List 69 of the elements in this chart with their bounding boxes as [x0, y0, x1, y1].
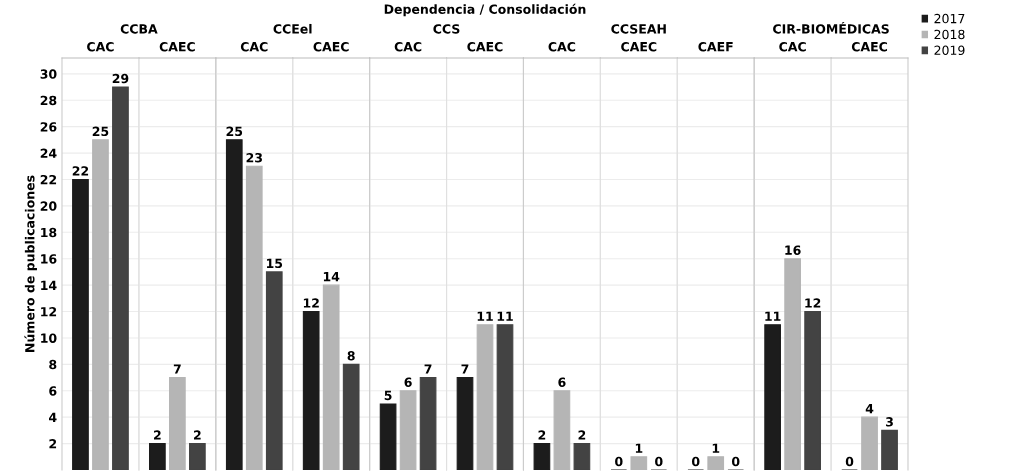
y-tick-label: 6 [49, 386, 57, 396]
data-label: 6 [558, 377, 566, 387]
data-label: 12 [303, 298, 319, 308]
data-label: 1 [712, 443, 720, 453]
chart-title: CCEel [273, 23, 312, 34]
data-label: 25 [226, 126, 243, 137]
y-tick-label: 28 [40, 95, 57, 106]
y-tick-label: 26 [40, 122, 57, 132]
y-tick-label: 4 [49, 412, 57, 422]
y-tick-label: 24 [40, 148, 57, 158]
legend-label: 2019 [934, 45, 965, 55]
data-label: 11 [497, 311, 513, 321]
data-label: 0 [615, 456, 623, 467]
x-tick-label: CAC [240, 41, 268, 52]
chart-title: CCS [433, 24, 460, 34]
x-tick-label: CAEC [621, 41, 657, 52]
data-label: 0 [731, 456, 740, 467]
data-label: 7 [461, 364, 469, 374]
data-label: 0 [655, 456, 663, 467]
legend-label: 2018 [934, 29, 965, 40]
chart-title: CCSEAH [611, 24, 666, 34]
data-label: 15 [266, 258, 283, 269]
data-label: 22 [72, 166, 89, 176]
text: Dependencia / Consolidación [384, 3, 586, 17]
legend-label: 2017 [934, 13, 965, 24]
data-label: 4 [865, 404, 874, 414]
x-tick-label: CAEC [851, 41, 888, 52]
x-tick-label: CAEC [159, 41, 195, 52]
data-label: 23 [246, 153, 262, 163]
data-label: 11 [477, 311, 493, 321]
chart-title: CIR-BIOMÉDICAS [773, 21, 889, 34]
data-label: 25 [92, 126, 109, 137]
data-label: 7 [173, 364, 181, 374]
x-tick-label: CAC [548, 41, 576, 52]
data-label: 0 [845, 456, 854, 467]
x-tick-label: CAEC [313, 41, 349, 52]
y-tick-label: 8 [49, 359, 57, 370]
data-label: 8 [347, 351, 355, 361]
data-label: 14 [323, 272, 340, 282]
x-tick-label: CAC [394, 41, 422, 52]
data-label: 7 [424, 364, 432, 374]
data-label: 29 [112, 73, 129, 84]
y-tick-label: 10 [41, 333, 57, 343]
y-axis-title: Número de publicaciones [24, 175, 37, 352]
chart-title: CCBA [120, 24, 158, 34]
data-label: 2 [194, 430, 201, 440]
data-label: 5 [384, 390, 392, 401]
data-label: 12 [805, 298, 821, 308]
data-label: 0 [691, 456, 700, 467]
x-tick-label: CAEF [698, 41, 733, 52]
data-label: 16 [785, 245, 801, 255]
data-label: 11 [765, 311, 781, 321]
data-label: 1 [635, 443, 643, 453]
data-label: 6 [404, 377, 412, 387]
data-label: 2 [578, 430, 586, 440]
y-tick-label: 12 [41, 307, 57, 317]
y-tick-label: 30 [40, 69, 57, 79]
x-tick-label: CAC [779, 41, 806, 52]
x-tick-label: CAEC [467, 41, 503, 52]
data-label: 2 [538, 430, 546, 440]
y-tick-label: 20 [40, 201, 57, 211]
y-tick-label: 2 [49, 439, 57, 449]
y-tick-label: 14 [41, 280, 57, 290]
y-tick-label: 18 [41, 227, 57, 238]
y-tick-label: 16 [41, 254, 57, 264]
y-tick-label: 22 [40, 174, 57, 185]
data-label: 2 [154, 430, 161, 440]
x-tick-label: CAC [87, 41, 114, 52]
data-label: 3 [886, 417, 893, 427]
